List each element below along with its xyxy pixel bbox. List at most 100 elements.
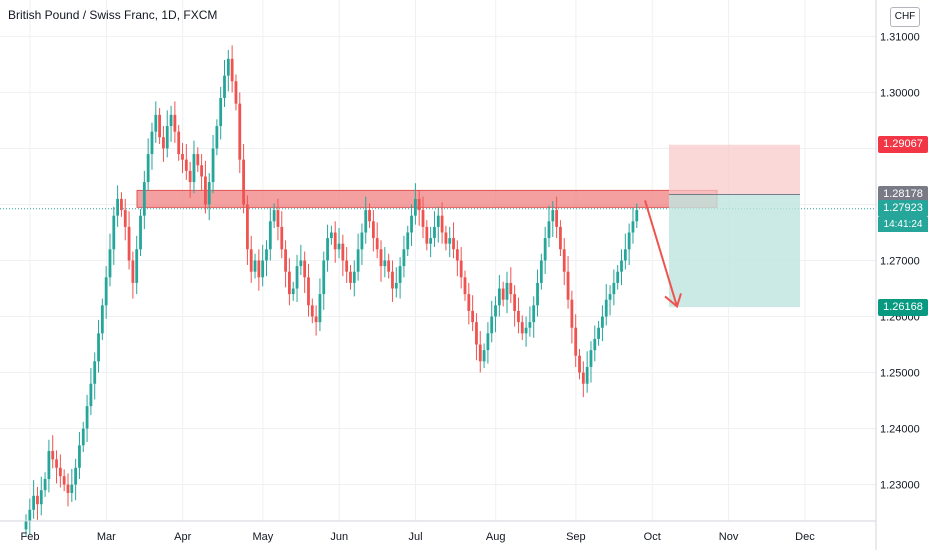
candle-body bbox=[635, 210, 639, 222]
candle-body bbox=[398, 266, 402, 283]
candle-body bbox=[139, 215, 142, 250]
x-tick-label: Aug bbox=[486, 531, 506, 543]
candle-body bbox=[371, 221, 375, 239]
candle-body bbox=[108, 249, 112, 278]
candle-body bbox=[47, 450, 51, 479]
candle-body bbox=[257, 260, 261, 278]
candle-body bbox=[452, 238, 455, 250]
candle-body bbox=[497, 288, 501, 306]
candle-body bbox=[620, 260, 623, 272]
candle-body bbox=[181, 154, 184, 160]
candle-body bbox=[536, 282, 539, 306]
candle-body bbox=[303, 260, 307, 278]
y-tick-label: 1.25000 bbox=[880, 368, 920, 380]
candle-body bbox=[78, 445, 81, 468]
candle-body bbox=[295, 266, 299, 289]
candle-body bbox=[173, 114, 177, 132]
candle-body bbox=[116, 198, 120, 216]
resistance-zone bbox=[136, 189, 718, 208]
candle-body bbox=[333, 232, 337, 250]
candle-body bbox=[513, 294, 517, 311]
candle-body bbox=[425, 226, 429, 244]
candle-body bbox=[379, 249, 383, 267]
candle-body bbox=[505, 282, 509, 300]
candle-body bbox=[578, 355, 581, 373]
candle-body bbox=[547, 221, 551, 239]
candle-body bbox=[120, 198, 123, 211]
candle-body bbox=[287, 271, 291, 295]
candle-body bbox=[150, 131, 154, 155]
candle-body bbox=[284, 249, 287, 272]
candle-body bbox=[307, 277, 310, 306]
x-tick-label: May bbox=[252, 531, 273, 543]
candle-body bbox=[318, 294, 322, 323]
candle-body bbox=[341, 243, 345, 261]
x-tick-label: Dec bbox=[795, 531, 815, 543]
stop-loss-box bbox=[669, 144, 800, 195]
entry-price-tag: 1.28178 bbox=[878, 186, 928, 203]
candle-body bbox=[593, 338, 597, 351]
candle-body bbox=[104, 277, 108, 306]
candle-body bbox=[417, 198, 421, 211]
candle-body bbox=[226, 58, 230, 76]
candle-body bbox=[463, 277, 467, 295]
candle-body bbox=[123, 210, 127, 227]
candle-body bbox=[589, 350, 593, 367]
candle-body bbox=[253, 260, 257, 272]
candle-body bbox=[219, 98, 223, 127]
candle-body bbox=[349, 271, 352, 283]
candle-body bbox=[509, 282, 513, 295]
candle-body bbox=[478, 344, 482, 362]
candle-body bbox=[89, 383, 93, 407]
candle-body bbox=[459, 260, 463, 278]
candle-body bbox=[246, 204, 249, 250]
candle-body bbox=[440, 215, 444, 233]
candle-body bbox=[574, 327, 578, 356]
candle-body bbox=[581, 372, 585, 384]
candle-body bbox=[360, 232, 364, 250]
candle-body bbox=[249, 249, 253, 272]
candle-body bbox=[627, 232, 631, 250]
currency-badge[interactable]: CHF bbox=[890, 7, 920, 27]
candle-body bbox=[43, 478, 47, 491]
candle-body bbox=[24, 521, 28, 530]
candle-body bbox=[272, 210, 276, 222]
y-tick-label: 1.31000 bbox=[880, 31, 920, 43]
candle-body bbox=[387, 260, 391, 272]
x-tick-label: Jul bbox=[409, 531, 423, 543]
x-tick-label: Feb bbox=[21, 531, 40, 543]
candle-body bbox=[555, 210, 559, 227]
candle-body bbox=[494, 305, 497, 317]
candle-body bbox=[291, 288, 295, 295]
candle-body bbox=[608, 294, 612, 300]
candle-body bbox=[337, 243, 341, 250]
candle-body bbox=[448, 238, 452, 244]
chart-title: British Pound / Swiss Franc, 1D, FXCM bbox=[8, 8, 218, 22]
candle-body bbox=[345, 260, 349, 272]
candle-body bbox=[100, 305, 104, 334]
target-price-tag: 1.26168 bbox=[878, 298, 928, 316]
candle-body bbox=[177, 131, 181, 155]
candle-body bbox=[230, 58, 234, 82]
candle-body bbox=[66, 484, 70, 493]
candle-body bbox=[135, 249, 139, 283]
candle-body bbox=[394, 282, 398, 289]
candle-body bbox=[326, 238, 329, 261]
candle-body bbox=[39, 490, 43, 505]
candle-body bbox=[433, 226, 436, 239]
candle-body bbox=[154, 114, 158, 132]
candle-body bbox=[482, 350, 486, 362]
candle-body bbox=[32, 495, 36, 510]
take-profit-box bbox=[669, 194, 800, 308]
candle-body bbox=[329, 232, 333, 239]
candle-body bbox=[280, 226, 284, 250]
candle-body bbox=[429, 238, 433, 244]
candle-body bbox=[268, 221, 272, 250]
x-tick-label: Oct bbox=[644, 531, 661, 543]
candle-body bbox=[215, 126, 219, 149]
candle-body bbox=[616, 271, 620, 283]
candle-body bbox=[528, 322, 532, 328]
candle-body bbox=[475, 322, 478, 345]
stop-price-tag: 1.29067 bbox=[878, 136, 928, 154]
